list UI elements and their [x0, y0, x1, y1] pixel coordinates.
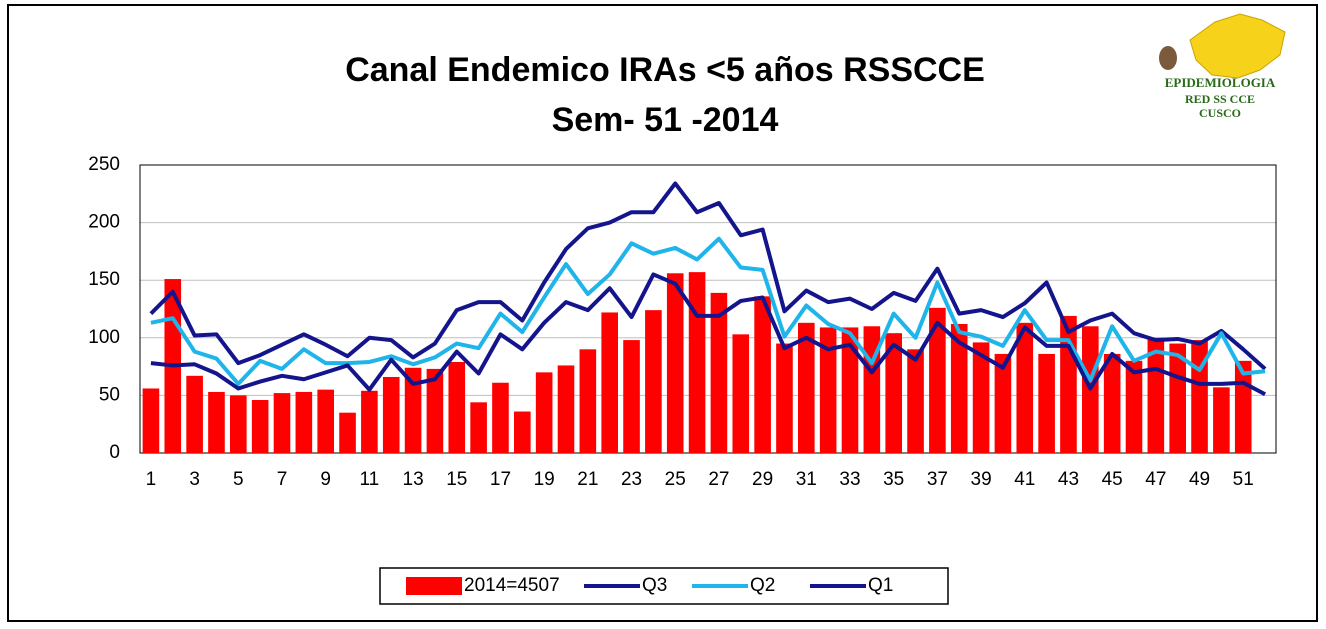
y-tick-label: 100 — [88, 327, 120, 348]
x-tick-label: 47 — [1145, 469, 1166, 490]
x-tick-label: 51 — [1233, 469, 1254, 490]
bar — [382, 376, 400, 453]
bar — [273, 393, 291, 453]
bar — [1103, 353, 1121, 453]
bar — [1038, 353, 1055, 453]
x-tick-label: 11 — [360, 469, 380, 490]
x-tick-label: 5 — [233, 469, 244, 490]
y-tick-label: 150 — [88, 269, 120, 290]
bar — [994, 353, 1012, 453]
y-tick-label: 50 — [99, 384, 120, 405]
line-series — [149, 181, 1267, 371]
x-tick-label: 7 — [277, 469, 288, 490]
bar — [885, 333, 902, 453]
bar — [972, 342, 990, 453]
x-tick-label: 25 — [665, 469, 686, 490]
x-tick-label: 19 — [534, 469, 555, 490]
x-tick-label: 39 — [971, 469, 992, 490]
bar — [798, 322, 815, 453]
legend-swatch — [406, 577, 462, 595]
bar — [819, 327, 837, 453]
x-tick-label: 35 — [883, 469, 904, 490]
bar — [448, 361, 466, 453]
bar — [1060, 315, 1077, 453]
x-tick-label: 23 — [621, 469, 642, 490]
legend-label: Q3 — [642, 575, 667, 596]
bar — [645, 310, 662, 453]
legend-label: 2014=4507 — [464, 575, 560, 596]
bar — [1125, 360, 1143, 453]
chart-title: Canal Endemico IRAs <5 años RSSCCE — [345, 51, 985, 89]
bar — [426, 368, 444, 453]
x-tick-label: 21 — [577, 469, 598, 490]
bar — [208, 391, 225, 453]
chart-frame — [7, 4, 1318, 622]
bar — [841, 327, 859, 453]
bar — [361, 390, 378, 453]
legend-label: Q1 — [868, 575, 893, 596]
bar — [666, 273, 684, 453]
legend-label: Q2 — [750, 575, 775, 596]
logo: EPIDEMIOLOGIA RED SS CCE CUSCO — [1159, 13, 1286, 120]
x-tick-label: 13 — [403, 469, 424, 490]
bar — [339, 412, 356, 453]
logo-text: CUSCO — [1199, 106, 1241, 120]
logo-text: RED SS CCE — [1185, 92, 1255, 106]
bar — [710, 292, 728, 453]
x-tick-label: 43 — [1058, 469, 1079, 490]
bar — [557, 365, 575, 453]
bar — [535, 372, 553, 453]
bar — [929, 307, 946, 453]
bar — [776, 343, 793, 453]
bar — [754, 296, 771, 453]
logo-map — [1189, 13, 1286, 79]
bar — [186, 375, 203, 453]
bar — [295, 391, 313, 453]
logo-text: EPIDEMIOLOGIA — [1165, 75, 1276, 90]
y-tick-label: 0 — [109, 442, 120, 463]
x-tick-label: 1 — [146, 469, 157, 490]
bar — [251, 400, 269, 453]
x-tick-label: 41 — [1014, 469, 1035, 490]
bar — [732, 334, 750, 453]
y-tick-label: 250 — [88, 154, 120, 175]
bar — [950, 323, 968, 453]
bar — [601, 312, 618, 453]
logo-owl — [1159, 46, 1177, 70]
chart-subtitle: Sem- 51 -2014 — [552, 101, 779, 139]
bar — [907, 349, 924, 453]
bar — [1213, 387, 1230, 453]
line-series — [150, 272, 1267, 397]
bar — [142, 388, 160, 453]
bar — [1169, 343, 1186, 453]
x-tick-label: 31 — [796, 469, 817, 490]
bar — [623, 340, 640, 453]
bar — [230, 395, 247, 453]
x-tick-label: 37 — [927, 469, 948, 490]
plot-border — [139, 164, 1277, 454]
bar — [1147, 337, 1165, 453]
x-tick-label: 15 — [446, 469, 467, 490]
bar — [492, 382, 509, 453]
y-tick-label: 200 — [88, 212, 120, 233]
x-tick-label: 29 — [752, 469, 773, 490]
x-tick-label: 33 — [839, 469, 860, 490]
x-tick-label: 9 — [320, 469, 331, 490]
x-tick-label: 3 — [189, 469, 200, 490]
bar — [514, 411, 531, 453]
x-tick-label: 45 — [1102, 469, 1123, 490]
x-tick-label: 17 — [490, 469, 511, 490]
x-tick-label: 49 — [1189, 469, 1210, 490]
x-tick-label: 27 — [708, 469, 729, 490]
bar — [579, 349, 597, 453]
bar — [317, 389, 334, 453]
bar — [688, 272, 706, 453]
line-series — [150, 236, 1266, 386]
bar — [404, 367, 422, 453]
bar — [1016, 322, 1034, 453]
bar — [470, 402, 487, 453]
